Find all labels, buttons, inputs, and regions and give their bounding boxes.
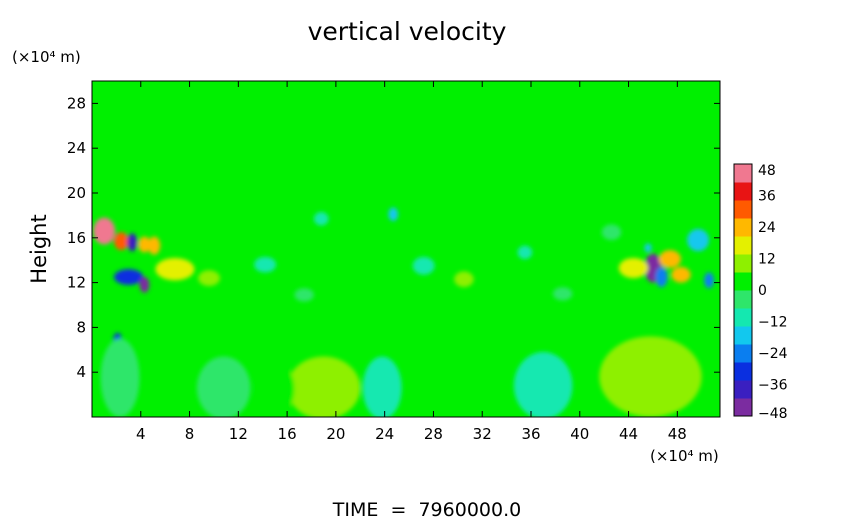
colorbar-segment: [734, 254, 752, 273]
heatmap-cell-35: [233, 214, 258, 233]
time-footer: TIME = 7960000.0: [332, 499, 521, 519]
heatmap-cell-12: [671, 266, 691, 283]
heatmap-cell-36: [601, 224, 622, 241]
y-unit-label: (×10⁴ m): [12, 48, 81, 66]
x-axis: 4 8 12 16 20 24 28 32 36 40 44 48: [136, 81, 687, 443]
heatmap-cell-32: [198, 270, 221, 286]
heatmap-cell-21: [513, 352, 573, 417]
colorbar-segment: [734, 236, 752, 255]
colorbar-segment: [734, 272, 752, 291]
x-tick-label: 44: [619, 425, 638, 443]
plot-frame: [91, 80, 721, 418]
y-axis: 4 8 12 16 20 24 28: [67, 94, 720, 381]
y-tick-label: 8: [76, 318, 86, 336]
heatmap-cell-0: [93, 217, 116, 245]
heatmap-cell-23: [100, 338, 140, 417]
x-tick-label: 48: [668, 425, 687, 443]
y-tick-label: 4: [76, 363, 86, 381]
heatmap-cell-37: [552, 287, 573, 301]
heatmap-cell-2: [127, 233, 138, 252]
heatmap-features: [93, 207, 714, 417]
colorbar-segment: [734, 290, 752, 309]
heatmap-cell-18: [362, 356, 402, 417]
heatmap-cell-16: [644, 243, 652, 253]
heatmap-cell-34: [484, 219, 505, 236]
x-tick-label: 28: [424, 425, 443, 443]
colorbar-segment: [734, 182, 752, 201]
heatmap-cell-20: [196, 356, 251, 417]
heatmap-cell-27: [412, 256, 435, 275]
heatmap-cell-17: [287, 356, 361, 417]
colorbar-segment: [734, 308, 752, 327]
heatmap-cell-11: [659, 250, 681, 269]
x-tick-label: 4: [136, 425, 146, 443]
colorbar-segment: [734, 200, 752, 219]
heatmap-cell-25: [313, 212, 329, 226]
y-tick-label: 16: [67, 229, 86, 247]
colorbar-frame: [733, 163, 753, 417]
colorbar-segment: [734, 164, 752, 183]
colorbar-tick-label: 24: [758, 220, 776, 236]
heatmap-cell-13: [618, 257, 649, 279]
x-tick-label: 16: [278, 425, 297, 443]
colorbar-tick-label: −36: [758, 378, 788, 394]
heatmap-cell-22: [599, 336, 702, 417]
heatmap-cell-7: [155, 257, 195, 281]
colorbar-tick-label: 48: [758, 163, 776, 179]
x-tick-label: 12: [229, 425, 248, 443]
chart-title: vertical velocity: [308, 17, 507, 46]
colorbar-segment: [734, 344, 752, 363]
x-tick-label: 24: [375, 425, 394, 443]
heatmap-cell-6: [139, 277, 150, 293]
heatmap-cell-19: [416, 363, 456, 417]
heatmap-cell-26: [388, 207, 399, 221]
heatmap-cell-29: [517, 245, 533, 260]
x-unit-label: (×10⁴ m): [650, 447, 719, 465]
y-axis-label: Height: [27, 214, 51, 283]
heatmap-cell-31: [254, 256, 277, 273]
x-tick-label: 36: [521, 425, 540, 443]
heatmap-cell-4: [148, 236, 161, 255]
colorbar-segment: [734, 380, 752, 399]
colorbar-tick-label: 0: [758, 283, 767, 299]
colorbar-tick-label: 12: [758, 252, 776, 268]
colorbar-tick-label: −48: [758, 406, 788, 422]
x-tick-label: 8: [185, 425, 195, 443]
y-tick-label: 12: [67, 274, 86, 292]
colorbar-tick-label: −12: [758, 315, 788, 331]
y-tick-label: 20: [67, 184, 86, 202]
heatmap-cell-10: [655, 266, 668, 288]
y-tick-label: 24: [67, 139, 86, 157]
colorbar-tick-label: 36: [758, 189, 776, 205]
colorbar: 48 36 24 12 0 −12 −24 −36 −48: [733, 163, 788, 422]
heatmap-cell-1: [113, 232, 129, 251]
x-tick-label: 32: [473, 425, 492, 443]
heatmap-cell-28: [454, 271, 474, 288]
heatmap-cell-24: [255, 361, 295, 417]
heatmap-cell-15: [704, 272, 714, 289]
colorbar-segment: [734, 218, 752, 237]
heatmap-cell-3: [138, 236, 151, 253]
colorbar-tick-label: −24: [758, 346, 788, 362]
heatmap-cell-5: [113, 269, 144, 285]
heatmap-cell-14: [687, 228, 710, 252]
heatmap-cell-33: [574, 264, 595, 281]
heatmap-cell-38: [294, 288, 314, 302]
x-tick-label: 40: [570, 425, 589, 443]
colorbar-segment: [734, 326, 752, 345]
heatmap-plot-area: [92, 81, 720, 417]
colorbar-segment: [734, 398, 752, 417]
x-tick-label: 20: [326, 425, 345, 443]
heatmap-cell-30: [348, 262, 373, 279]
y-tick-label: 28: [67, 94, 86, 112]
colorbar-segment: [734, 362, 752, 381]
